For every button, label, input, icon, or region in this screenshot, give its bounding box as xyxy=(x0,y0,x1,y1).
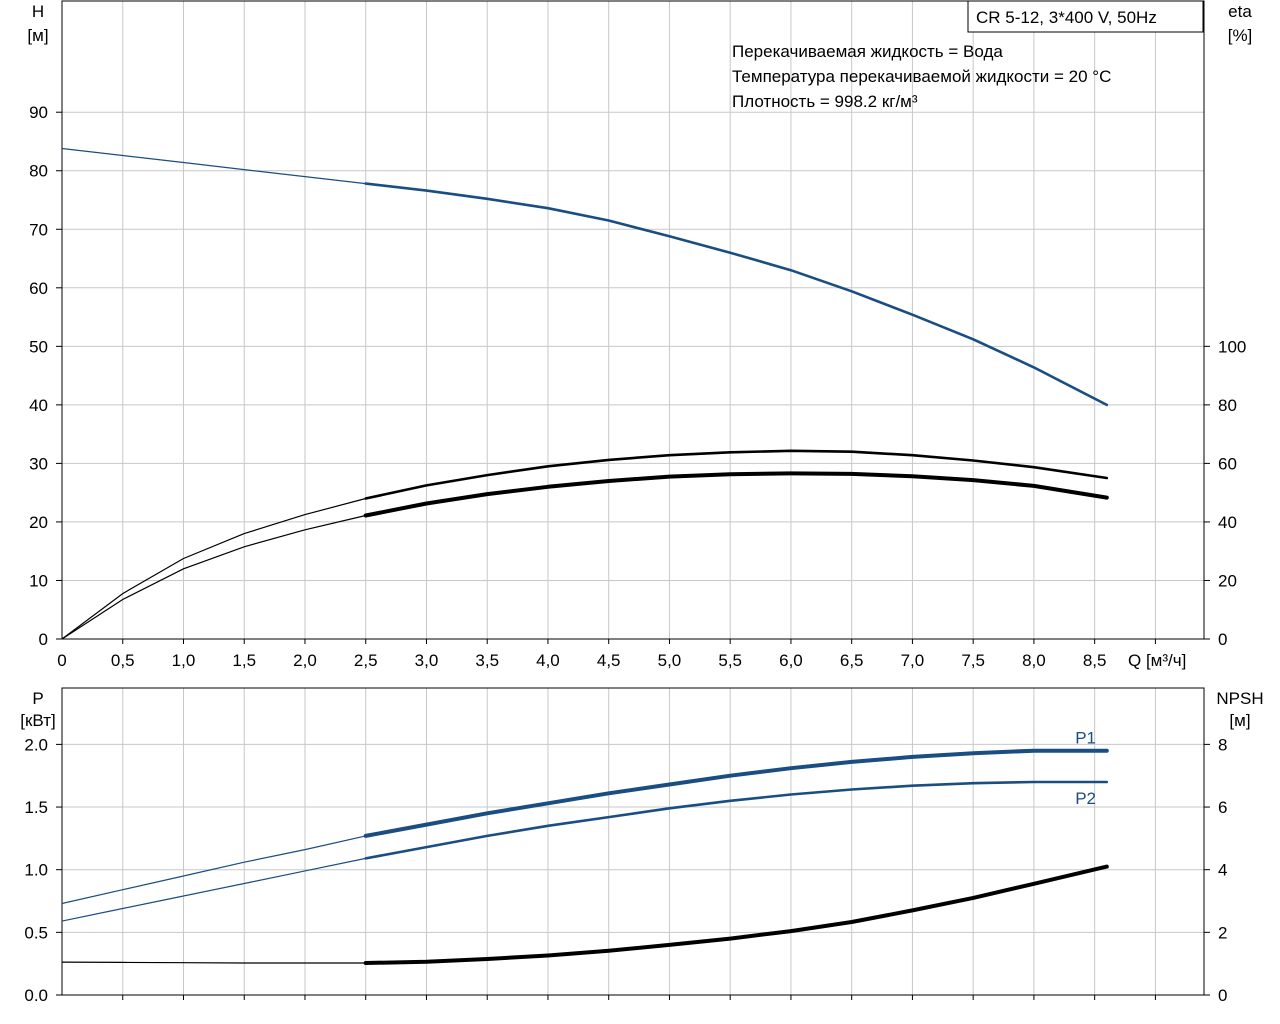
series-label-p1: P1 xyxy=(1075,729,1096,748)
title-box xyxy=(967,0,1204,33)
x-tick-label: 2,5 xyxy=(354,651,378,670)
y-left-tick-label: 10 xyxy=(29,571,48,590)
x-tick-label: 7,5 xyxy=(961,651,985,670)
series-line-thin xyxy=(61,961,366,964)
y-left-tick-label: 1.0 xyxy=(24,861,48,880)
y-left-axis-label-line1: H xyxy=(32,2,44,21)
series-line-thin xyxy=(61,835,366,905)
series-line-bold xyxy=(363,864,1109,965)
y-left-axis-label-line2: [кВт] xyxy=(20,711,55,730)
y-left-tick-label: 30 xyxy=(29,454,48,473)
y-left-tick-label: 20 xyxy=(29,513,48,532)
y-right-axis-label-line1: eta xyxy=(1228,2,1252,21)
y-right-tick-label: 20 xyxy=(1218,571,1237,590)
series-line-thin xyxy=(61,857,366,922)
x-tick-label: 6,5 xyxy=(840,651,864,670)
x-axis-label: Q [м³/ч] xyxy=(1128,651,1186,670)
y-right-tick-label: 4 xyxy=(1218,861,1227,880)
y-right-tick-label: 8 xyxy=(1218,735,1227,754)
series-line-thin xyxy=(61,497,366,640)
y-right-tick-label: 2 xyxy=(1218,923,1227,942)
y-right-tick-label: 60 xyxy=(1218,454,1237,473)
y-left-tick-label: 50 xyxy=(29,337,48,356)
y-left-tick-label: 80 xyxy=(29,162,48,181)
x-tick-label: 1,5 xyxy=(232,651,256,670)
plot-frame xyxy=(61,0,1205,640)
y-left-tick-label: 40 xyxy=(29,396,48,415)
x-tick-label: 0 xyxy=(57,651,66,670)
series-label-p2: P2 xyxy=(1075,789,1096,808)
y-right-axis-label-line2: [м] xyxy=(1229,711,1250,730)
x-tick-label: 2,0 xyxy=(293,651,317,670)
y-left-tick-label: 2.0 xyxy=(24,735,48,754)
x-tick-label: 8,5 xyxy=(1083,651,1107,670)
x-tick-label: 7,0 xyxy=(901,651,925,670)
series-line-bold xyxy=(364,780,1109,860)
y-left-tick-label: 0 xyxy=(39,630,48,649)
y-left-tick-label: 70 xyxy=(29,220,48,239)
y-left-axis-label-line1: P xyxy=(32,689,43,708)
info-line: Плотность = 998.2 кг/м³ xyxy=(732,92,918,111)
y-right-axis-label-line2: [%] xyxy=(1228,26,1253,45)
y-right-axis-label-line1: NPSH xyxy=(1216,689,1263,708)
x-tick-label: 5,5 xyxy=(718,651,742,670)
plot-frame xyxy=(61,687,1205,996)
x-tick-label: 5,0 xyxy=(658,651,682,670)
x-tick-label: 4,5 xyxy=(597,651,621,670)
y-right-tick-label: 0 xyxy=(1218,986,1227,1005)
series-line-bold xyxy=(363,748,1109,838)
y-left-tick-label: 0.5 xyxy=(24,923,48,942)
series-line-thin xyxy=(61,147,366,185)
series-line-bold xyxy=(364,449,1109,500)
series-line-bold xyxy=(363,471,1109,518)
info-line: Перекачиваемая жидкость = Вода xyxy=(732,42,1003,61)
y-left-tick-label: 90 xyxy=(29,103,48,122)
y-left-tick-label: 0.0 xyxy=(24,986,48,1005)
x-tick-label: 4,0 xyxy=(536,651,560,670)
series-line-bold xyxy=(364,182,1109,407)
x-tick-label: 3,5 xyxy=(475,651,499,670)
x-tick-label: 3,0 xyxy=(415,651,439,670)
y-left-tick-label: 1.5 xyxy=(24,798,48,817)
x-tick-label: 8,0 xyxy=(1022,651,1046,670)
info-line: Температура перекачиваемой жидкости = 20… xyxy=(732,67,1111,86)
y-left-tick-label: 60 xyxy=(29,279,48,298)
x-tick-label: 1,0 xyxy=(172,651,196,670)
series-line-thin xyxy=(61,514,366,640)
y-right-tick-label: 6 xyxy=(1218,798,1227,817)
y-right-tick-label: 40 xyxy=(1218,513,1237,532)
chart-title: CR 5-12, 3*400 V, 50Hz xyxy=(976,8,1157,27)
y-right-tick-label: 80 xyxy=(1218,396,1237,415)
y-right-tick-label: 100 xyxy=(1218,337,1246,356)
x-tick-label: 6,0 xyxy=(779,651,803,670)
y-right-tick-label: 0 xyxy=(1218,630,1227,649)
y-left-axis-label-line2: [м] xyxy=(27,26,48,45)
x-tick-label: 0,5 xyxy=(111,651,135,670)
